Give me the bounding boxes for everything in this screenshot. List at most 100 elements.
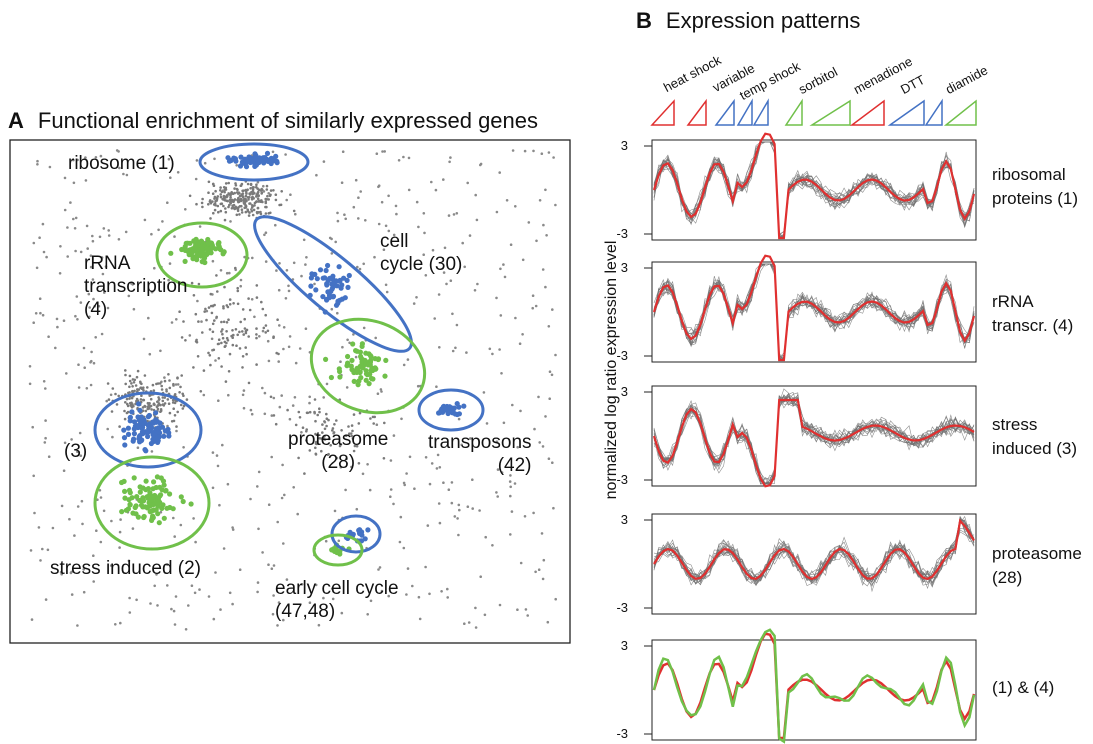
gray-point: [264, 231, 268, 234]
gray-point: [240, 208, 244, 211]
gray-point: [366, 463, 369, 466]
gray-point: [150, 408, 153, 411]
gray-point: [341, 150, 345, 153]
gray-point: [304, 327, 308, 331]
gray-point: [247, 381, 251, 385]
cluster-point: [156, 520, 162, 526]
gray-point: [352, 413, 356, 416]
gray-point: [244, 210, 248, 214]
gray-point: [514, 316, 517, 320]
gray-point: [162, 404, 166, 407]
gray-point: [450, 481, 454, 484]
cluster-point: [178, 494, 184, 500]
gray-point: [216, 342, 220, 346]
condition-triangle-red: [849, 99, 885, 126]
gray-point: [207, 351, 210, 355]
cluster-point: [144, 505, 150, 511]
gray-point: [373, 415, 377, 419]
gray-point: [212, 184, 216, 187]
gray-point: [209, 201, 213, 205]
cluster-point: [154, 474, 160, 480]
cluster-point: [336, 550, 343, 556]
gray-point: [169, 176, 172, 179]
gray-point: [117, 394, 120, 398]
gray-point: [28, 365, 32, 368]
gray-point: [405, 472, 408, 475]
gray-point: [222, 204, 225, 208]
gray-point: [547, 457, 551, 461]
gray-point: [195, 159, 199, 162]
label-transposons: transposons (42): [428, 432, 532, 476]
cluster-point: [323, 267, 329, 274]
gray-point: [217, 210, 220, 214]
gray-point: [297, 410, 301, 414]
gray-point: [242, 406, 246, 410]
cluster-point: [220, 251, 226, 257]
gray-point: [231, 602, 234, 606]
cluster-point: [148, 496, 154, 502]
gray-point: [228, 203, 231, 207]
gray-point: [267, 563, 270, 566]
gray-point: [43, 441, 47, 444]
gray-point: [168, 379, 171, 382]
gray-point: [194, 177, 198, 181]
gray-point: [322, 596, 325, 600]
gray-point: [300, 583, 304, 586]
gray-point: [347, 425, 350, 428]
gray-point: [193, 591, 197, 595]
gray-point: [547, 151, 551, 154]
gray-point: [379, 388, 383, 391]
gray-point: [102, 509, 106, 513]
gray-point: [265, 184, 269, 188]
gray-point: [245, 352, 248, 356]
gray-point: [84, 156, 87, 159]
gray-point: [235, 164, 238, 167]
gray-point: [383, 150, 387, 153]
gray-point: [90, 350, 93, 354]
gray-point: [232, 302, 235, 305]
gray-point: [118, 530, 122, 534]
gray-point: [171, 398, 175, 402]
gray-point: [381, 150, 384, 153]
gray-point: [201, 205, 204, 209]
gray-point: [283, 493, 286, 497]
gray-point: [219, 209, 223, 213]
gray-point: [526, 614, 529, 617]
cluster-point: [150, 419, 156, 425]
gray-point: [213, 157, 216, 161]
gray-point: [139, 398, 143, 401]
gray-point: [384, 283, 388, 287]
label-cell-cycle: cell cycle (30): [380, 231, 463, 275]
gray-point: [163, 379, 167, 383]
gray-point: [249, 202, 252, 205]
label-proteasome: proteasome (28): [288, 429, 389, 473]
gray-point: [259, 210, 262, 214]
cluster-point: [157, 493, 163, 499]
gray-point: [128, 385, 131, 389]
gray-point: [540, 152, 544, 155]
cluster-point: [313, 287, 319, 293]
gray-point: [256, 187, 259, 190]
gray-point: [246, 182, 250, 186]
gray-point: [314, 446, 317, 450]
gray-point: [263, 391, 267, 395]
gray-point: [221, 336, 225, 340]
gray-point: [345, 457, 348, 461]
gray-point: [316, 413, 320, 417]
cluster-point: [328, 374, 334, 381]
gray-point: [115, 403, 119, 406]
gray-point: [197, 282, 201, 286]
gray-point: [228, 303, 232, 306]
gray-point: [228, 271, 231, 275]
gray-point: [100, 332, 104, 336]
cluster-point: [129, 495, 135, 501]
gray-point: [466, 505, 470, 509]
gray-point: [31, 425, 34, 429]
mean-trace: [652, 132, 976, 240]
gray-point: [114, 392, 117, 396]
gray-point: [98, 235, 102, 239]
gray-point: [369, 417, 372, 420]
gray-point: [318, 407, 321, 411]
gray-point: [228, 298, 232, 301]
gray-point: [109, 564, 113, 567]
